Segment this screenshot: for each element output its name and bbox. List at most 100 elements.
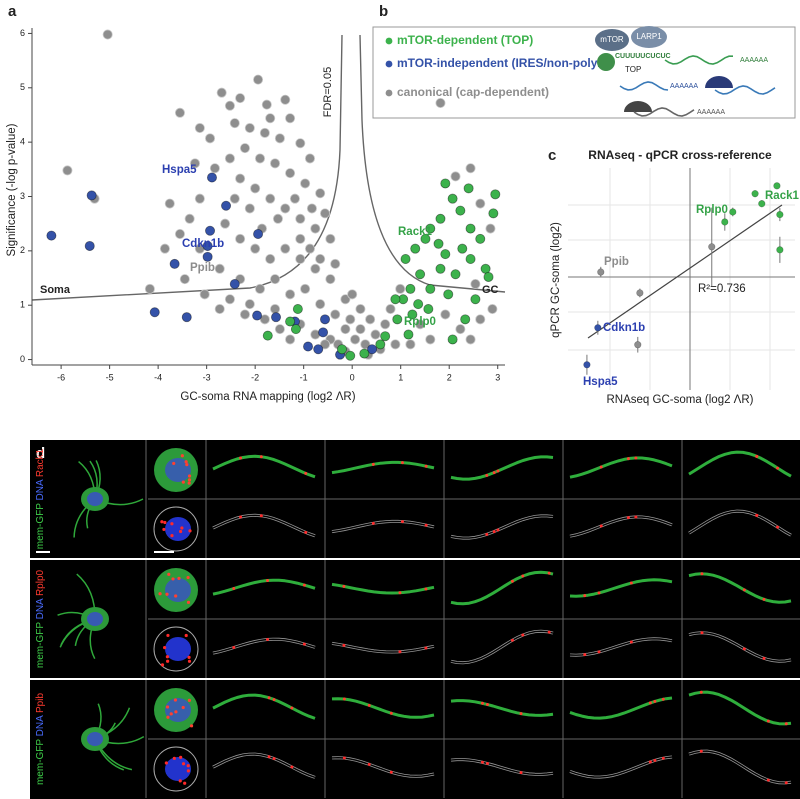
data-point <box>487 304 498 315</box>
motif-name: TOP <box>625 65 641 74</box>
data-point <box>330 258 341 269</box>
puncta <box>164 761 168 765</box>
puncta <box>166 633 170 638</box>
puncta <box>186 600 191 604</box>
dendrite-trace-inner <box>688 750 792 784</box>
data-point <box>181 312 192 323</box>
data-point <box>425 223 436 234</box>
puncta <box>187 474 192 478</box>
puncta <box>424 464 428 468</box>
protein-blob <box>595 29 629 51</box>
gene-label: Ppib <box>604 256 629 268</box>
motif-label: CUUUUUCUCUC <box>615 53 671 60</box>
puncta <box>170 534 174 538</box>
puncta <box>480 760 484 764</box>
data-point <box>729 208 737 216</box>
data-point <box>164 198 175 209</box>
puncta <box>583 653 587 657</box>
data-point <box>470 294 481 305</box>
puncta <box>400 520 404 524</box>
data-point <box>380 319 391 330</box>
puncta <box>400 461 404 465</box>
regression-line <box>587 204 783 339</box>
puncta <box>184 633 188 638</box>
puncta <box>626 457 630 461</box>
stain-name: DNA <box>35 715 46 736</box>
puncta <box>183 781 187 785</box>
puncta <box>371 462 375 466</box>
puncta <box>239 456 243 460</box>
stain-label: mem-GFP DNA Rplp0 <box>35 569 46 668</box>
data-point <box>280 203 291 214</box>
puncta <box>290 765 294 769</box>
data-point <box>367 344 378 355</box>
puncta <box>186 764 190 768</box>
puncta <box>742 588 746 592</box>
puncta <box>626 516 630 520</box>
data-point <box>285 168 296 179</box>
puncta <box>186 575 190 580</box>
data-point <box>423 304 434 315</box>
data-point <box>304 243 315 254</box>
puncta <box>519 771 523 775</box>
y-tick-label: 6 <box>20 28 25 38</box>
data-point <box>310 223 321 234</box>
puncta <box>232 646 236 650</box>
puncta <box>174 594 178 598</box>
data-point <box>295 233 306 244</box>
data-point <box>285 289 296 300</box>
puncta <box>661 697 665 701</box>
data-point <box>271 312 282 323</box>
data-point <box>475 198 486 209</box>
data-point <box>62 165 73 176</box>
puncta <box>398 650 402 654</box>
puncta <box>371 521 375 525</box>
panel-letter: c <box>548 147 556 164</box>
ribosome <box>597 53 615 71</box>
data-point <box>415 319 426 330</box>
puncta <box>232 587 236 591</box>
data-point <box>395 283 406 294</box>
puncta <box>389 770 393 774</box>
puncta <box>597 591 601 595</box>
data-point <box>221 200 232 211</box>
gene-label: Rplp0 <box>696 204 728 216</box>
data-point <box>220 218 231 229</box>
dendrite <box>331 582 435 595</box>
puncta <box>762 656 766 660</box>
data-point <box>355 324 366 335</box>
dendrite <box>688 572 792 604</box>
puncta <box>162 527 166 532</box>
data-point <box>340 294 351 305</box>
polya-label: AAAAAA <box>670 83 698 90</box>
mrna-wave <box>714 85 776 95</box>
outline <box>153 746 199 792</box>
data-point <box>46 230 57 241</box>
puncta <box>653 699 657 703</box>
puncta <box>766 719 770 723</box>
data-point <box>320 314 331 325</box>
puncta <box>762 597 766 601</box>
data-point <box>433 238 444 249</box>
y-tick-label: 1 <box>20 300 25 310</box>
data-point <box>435 263 446 274</box>
data-point <box>202 240 213 251</box>
data-point <box>229 279 240 290</box>
panel-letter: a <box>8 3 17 20</box>
outline <box>153 506 199 552</box>
nucleus <box>165 637 191 661</box>
puncta <box>167 572 171 576</box>
puncta <box>766 778 770 782</box>
puncta <box>699 749 703 753</box>
puncta <box>165 592 169 596</box>
y-axis-label: qPCR GC-soma (log2) <box>550 222 562 338</box>
data-point <box>340 324 351 335</box>
data-point <box>776 210 784 219</box>
protein-label: mTOR <box>600 35 624 44</box>
data-point <box>392 314 403 325</box>
dendrite-trace-inner <box>688 632 792 662</box>
data-point <box>420 233 431 244</box>
legend-swatch <box>385 37 393 45</box>
dendrite-trace-inner <box>212 638 316 654</box>
